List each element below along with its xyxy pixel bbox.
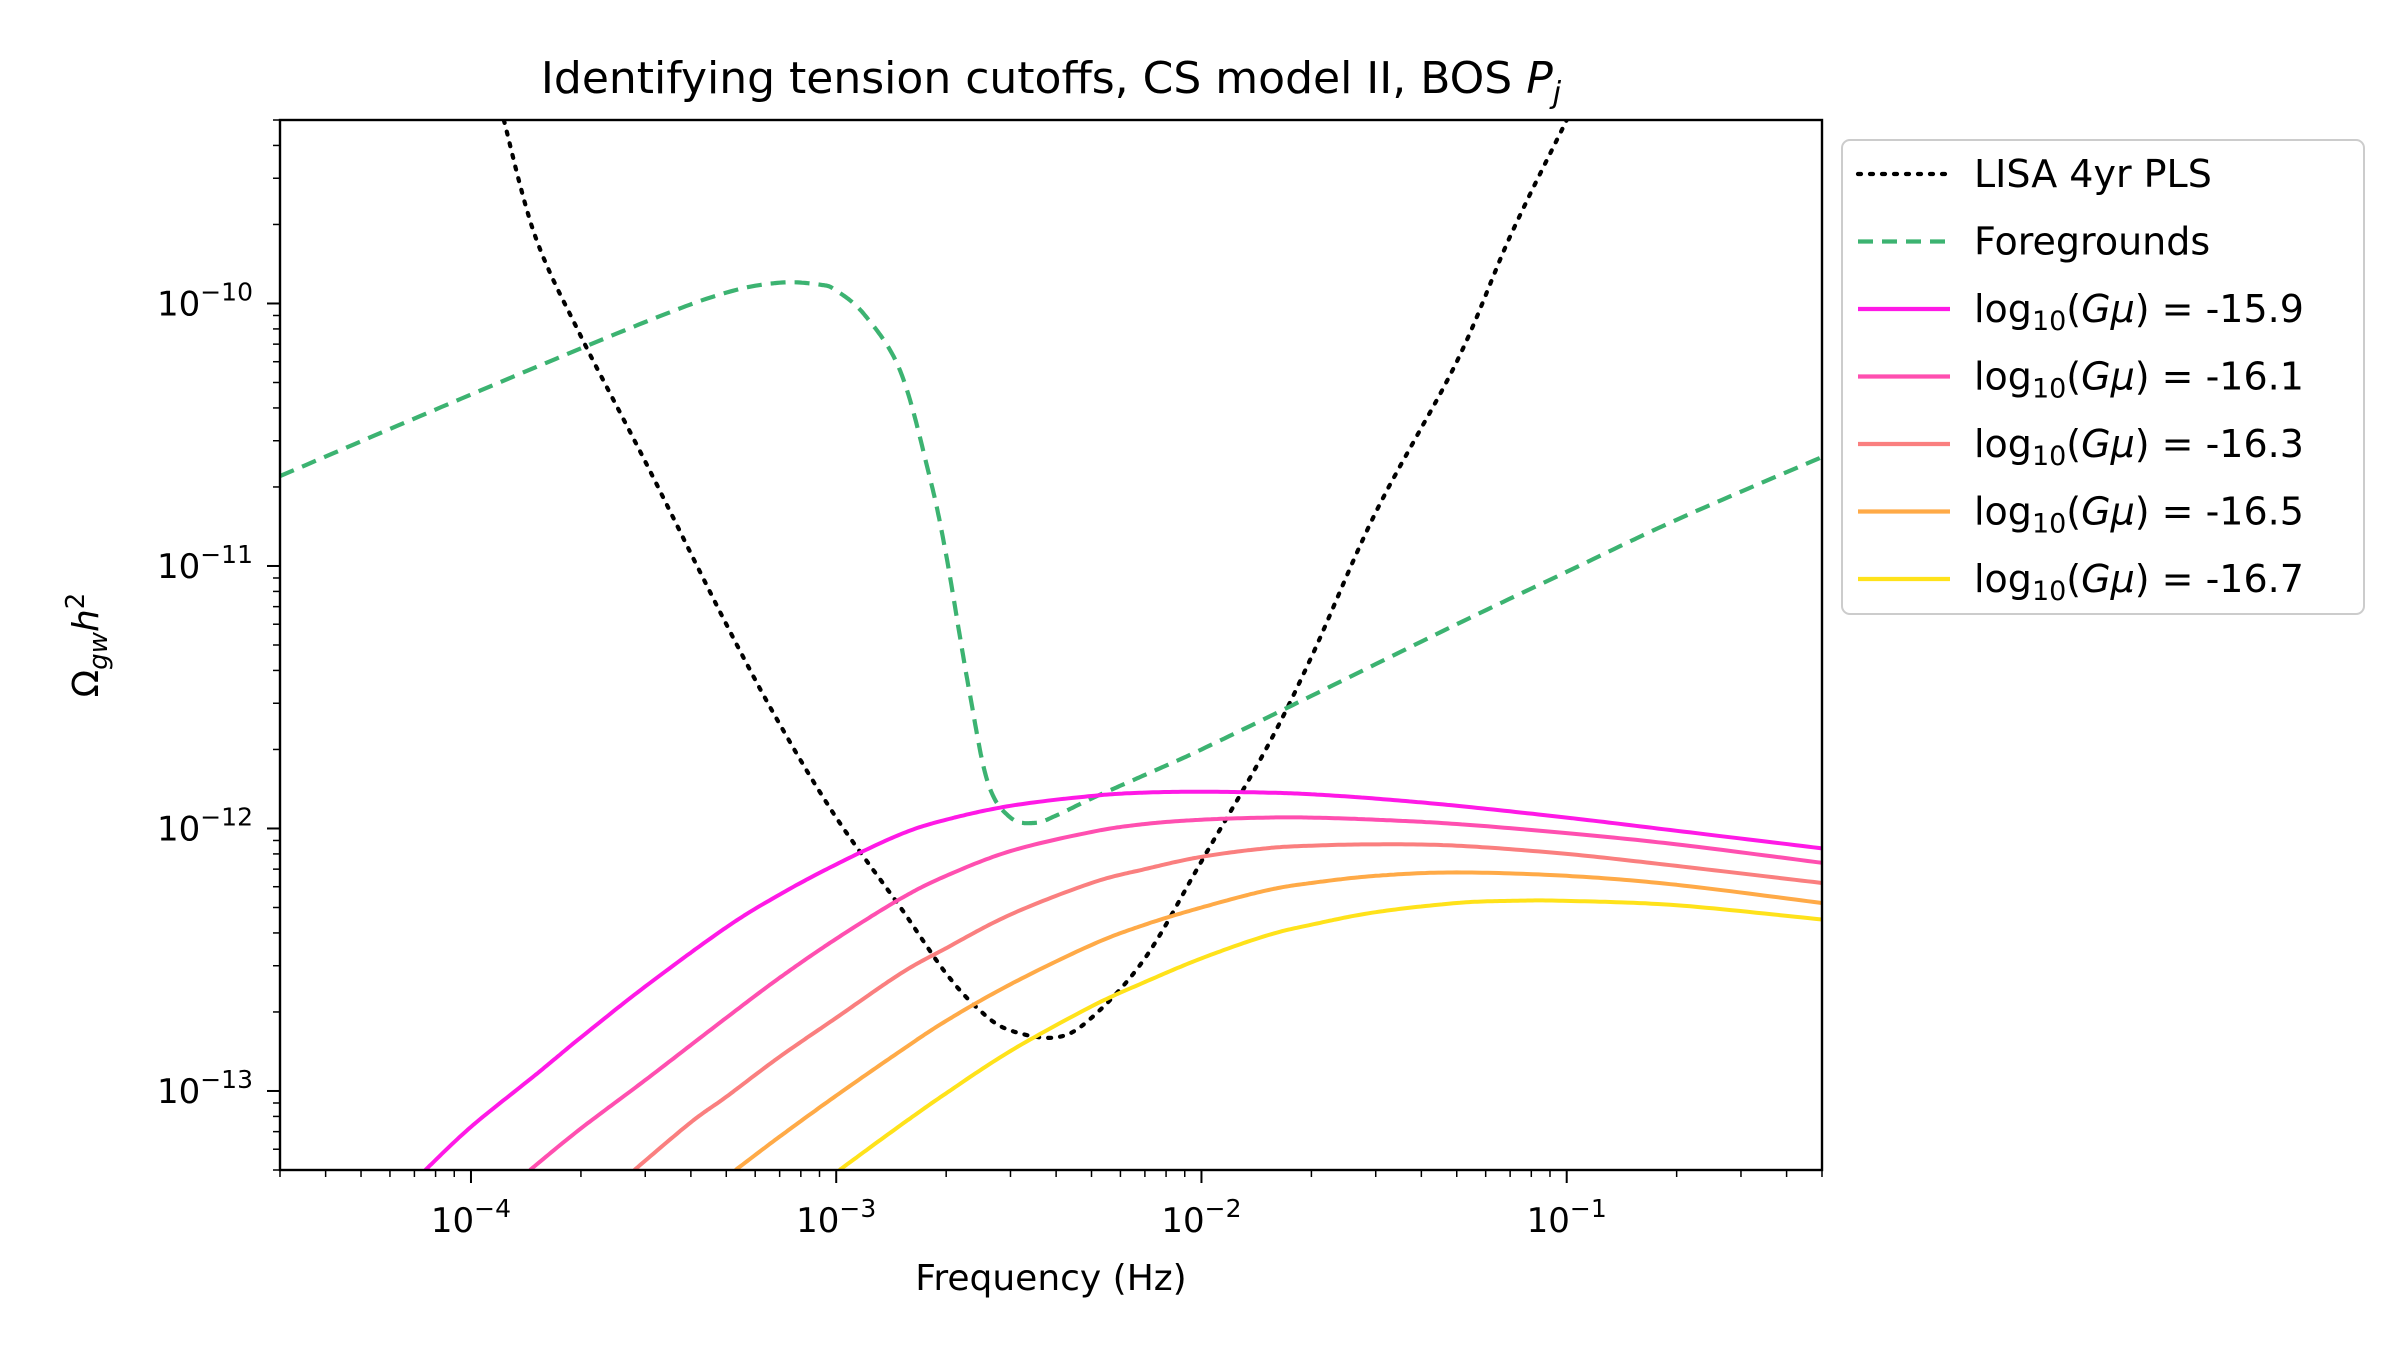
x-tick-label: 10−4 <box>431 1194 511 1241</box>
series-line-0 <box>501 120 1569 1040</box>
y-tick-label: 10−13 <box>157 1065 253 1112</box>
legend: LISA 4yr PLS Foregrounds log10(Gμ) = -15.9… <box>1841 139 2365 615</box>
legend-label-0: LISA 4yr PLS <box>1974 152 2212 196</box>
plot-area <box>280 120 1822 1170</box>
legend-label-5: log10(Gμ) = -16.5 <box>1974 490 2304 540</box>
y-tick-label: 10−12 <box>157 802 253 849</box>
series-line-6 <box>838 898 1822 1170</box>
y-axis-label: Ωgwh2 <box>61 593 114 698</box>
x-axis-label: Frequency (Hz) <box>915 1258 1186 1299</box>
legend-label-6: log10(Gμ) = -16.7 <box>1974 557 2304 607</box>
y-tick-label: 10−10 <box>157 277 253 324</box>
plot-frame <box>278 118 1824 1172</box>
y-tick-label: 10−11 <box>157 540 253 587</box>
series-line-5 <box>734 870 1822 1170</box>
x-tick-label: 10−2 <box>1161 1194 1241 1241</box>
series-line-2 <box>423 789 1822 1170</box>
series-line-4 <box>633 842 1822 1170</box>
x-tick-label: 10−1 <box>1527 1194 1607 1241</box>
legend-label-1: Foregrounds <box>1974 220 2210 264</box>
y-axis: 10−13 10−12 10−11 10−10 <box>157 119 280 1171</box>
series-line-3 <box>528 815 1822 1170</box>
x-axis: 10−4 10−3 10−2 10−1 <box>279 1170 1823 1241</box>
legend-label-2: log10(Gμ) = -15.9 <box>1974 287 2304 337</box>
legend-label-4: log10(Gμ) = -16.3 <box>1974 422 2304 472</box>
legend-label-3: log10(Gμ) = -16.1 <box>1974 355 2304 405</box>
legend-frame <box>1841 139 2365 615</box>
chart-title: Identifying tension cutoffs, CS model II… <box>541 53 1562 111</box>
x-tick-label: 10−3 <box>796 1194 876 1241</box>
series-line-1 <box>280 280 1822 826</box>
